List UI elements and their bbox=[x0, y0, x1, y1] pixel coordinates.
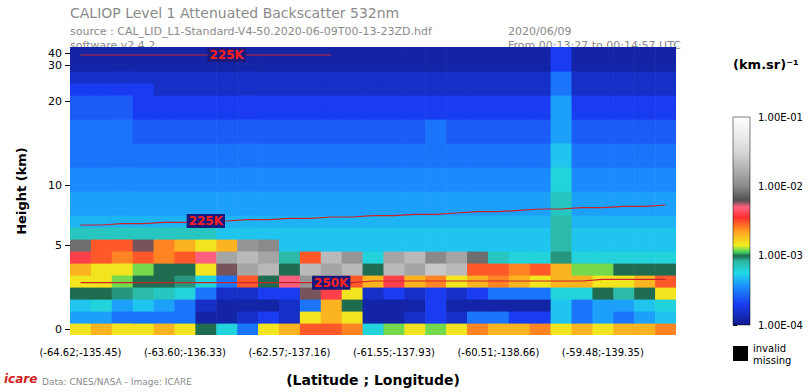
svg-text:CALIOP Level 1 Attenuated Back: CALIOP Level 1 Attenuated Backscatter 53… bbox=[70, 5, 399, 21]
svg-text:icare: icare bbox=[4, 372, 37, 386]
svg-text:5: 5 bbox=[55, 239, 62, 252]
svg-text:1.00E-01: 1.00E-01 bbox=[758, 112, 803, 123]
svg-text:(-63.60;-136.33): (-63.60;-136.33) bbox=[144, 347, 226, 358]
svg-text:2020/06/09: 2020/06/09 bbox=[508, 25, 571, 38]
svg-text:From 00:13:27 to 00:14:57 UTC: From 00:13:27 to 00:14:57 UTC bbox=[508, 39, 681, 52]
svg-text:40: 40 bbox=[48, 47, 62, 60]
svg-text:(-64.62;-135.45): (-64.62;-135.45) bbox=[39, 347, 121, 358]
svg-text:20: 20 bbox=[48, 95, 62, 108]
svg-text:225K: 225K bbox=[210, 48, 245, 62]
svg-text:1.00E-02: 1.00E-02 bbox=[758, 181, 803, 192]
svg-text:missing: missing bbox=[753, 355, 791, 366]
svg-text:(-59.48;-139.35): (-59.48;-139.35) bbox=[562, 347, 644, 358]
svg-text:30: 30 bbox=[48, 59, 62, 72]
svg-text:1.00E-03: 1.00E-03 bbox=[758, 250, 803, 261]
svg-text:(km.sr)⁻¹: (km.sr)⁻¹ bbox=[733, 57, 799, 72]
svg-text:(-62.57;-137.16): (-62.57;-137.16) bbox=[248, 347, 330, 358]
svg-text:(Latitude ; Longitude): (Latitude ; Longitude) bbox=[286, 372, 460, 388]
svg-text:1.00E-04: 1.00E-04 bbox=[758, 320, 803, 331]
svg-text:225K: 225K bbox=[189, 214, 224, 228]
svg-text:(-61.55;-137.93): (-61.55;-137.93) bbox=[353, 347, 435, 358]
svg-text:250K: 250K bbox=[314, 276, 349, 290]
svg-text:software v2.4.2: software v2.4.2 bbox=[70, 39, 156, 52]
svg-text:source : CAL_LID_L1-Standard-V: source : CAL_LID_L1-Standard-V4-50.2020-… bbox=[70, 25, 433, 38]
svg-text:10: 10 bbox=[48, 179, 62, 192]
svg-text:0: 0 bbox=[55, 323, 62, 336]
svg-text:Data: CNES/NASA - Image: ICARE: Data: CNES/NASA - Image: ICARE bbox=[42, 377, 192, 387]
svg-text:(-60.51;-138.66): (-60.51;-138.66) bbox=[457, 347, 539, 358]
svg-text:invalid: invalid bbox=[753, 343, 786, 354]
svg-text:Height (km): Height (km) bbox=[14, 147, 29, 235]
